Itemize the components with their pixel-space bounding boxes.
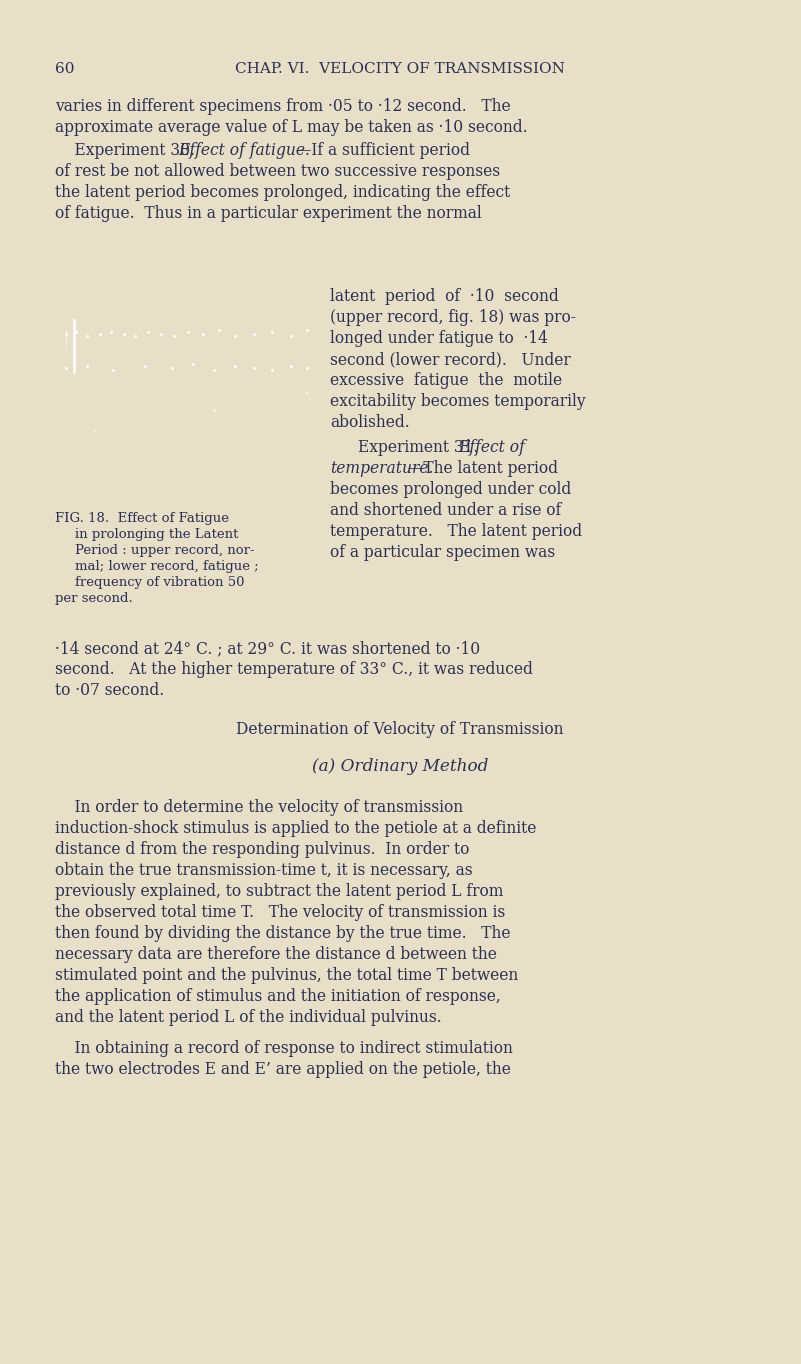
Text: (upper record, fig. 18) was pro-: (upper record, fig. 18) was pro- — [330, 310, 576, 326]
Text: varies in different specimens from ·05 to ·12 second.   The: varies in different specimens from ·05 t… — [55, 98, 510, 115]
Text: excessive  fatigue  the  motile: excessive fatigue the motile — [330, 372, 562, 389]
Text: distance d from the responding pulvinus.  In order to: distance d from the responding pulvinus.… — [55, 842, 469, 858]
Text: the observed total time T.   The velocity of transmission is: the observed total time T. The velocity … — [55, 904, 505, 921]
Text: latent  period  of  ·10  second: latent period of ·10 second — [330, 288, 559, 306]
Text: abolished.: abolished. — [330, 415, 410, 431]
Text: 60: 60 — [55, 61, 74, 76]
Text: CHAP. VI.  VELOCITY OF TRANSMISSION: CHAP. VI. VELOCITY OF TRANSMISSION — [235, 61, 565, 76]
Text: and shortened under a rise of: and shortened under a rise of — [330, 502, 562, 518]
Text: In obtaining a record of response to indirect stimulation: In obtaining a record of response to ind… — [55, 1039, 513, 1057]
Text: Period : upper record, nor-: Period : upper record, nor- — [75, 544, 255, 557]
Text: to ·07 second.: to ·07 second. — [55, 682, 164, 698]
Text: of rest be not allowed between two successive responses: of rest be not allowed between two succe… — [55, 164, 500, 180]
Text: temperature.   The latent period: temperature. The latent period — [330, 522, 582, 540]
Text: frequency of vibration 50: frequency of vibration 50 — [75, 576, 244, 589]
Text: the latent period becomes prolonged, indicating the effect: the latent period becomes prolonged, ind… — [55, 184, 510, 201]
Text: second (lower record).   Under: second (lower record). Under — [330, 351, 571, 368]
Text: longed under fatigue to  ·14: longed under fatigue to ·14 — [330, 330, 548, 346]
Text: obtain the true transmission-time t, it is necessary, as: obtain the true transmission-time t, it … — [55, 862, 473, 878]
Text: becomes prolonged under cold: becomes prolonged under cold — [330, 481, 571, 498]
Text: approximate average value of L may be taken as ·10 second.: approximate average value of L may be ta… — [55, 119, 528, 136]
Text: Experiment 30.: Experiment 30. — [55, 142, 205, 160]
Text: the two electrodes E and E’ are applied on the petiole, the: the two electrodes E and E’ are applied … — [55, 1061, 511, 1078]
Text: Determination of Velocity of Transmission: Determination of Velocity of Transmissio… — [236, 722, 564, 738]
Text: necessary data are therefore the distance d between the: necessary data are therefore the distanc… — [55, 947, 497, 963]
Text: previously explained, to subtract the latent period L from: previously explained, to subtract the la… — [55, 883, 503, 900]
Text: the application of stimulus and the initiation of response,: the application of stimulus and the init… — [55, 988, 501, 1005]
Text: —If a sufficient period: —If a sufficient period — [296, 142, 470, 160]
Text: FIG. 18.  Effect of Fatigue: FIG. 18. Effect of Fatigue — [55, 512, 229, 525]
Text: of a particular specimen was: of a particular specimen was — [330, 544, 555, 561]
Text: in prolonging the Latent: in prolonging the Latent — [75, 528, 239, 542]
Text: stimulated point and the pulvinus, the total time T between: stimulated point and the pulvinus, the t… — [55, 967, 518, 983]
Text: —The latent period: —The latent period — [408, 460, 558, 477]
Text: In order to determine the velocity of transmission: In order to determine the velocity of tr… — [55, 799, 463, 816]
Text: temperature.: temperature. — [330, 460, 433, 477]
Text: and the latent period L of the individual pulvinus.: and the latent period L of the individua… — [55, 1009, 441, 1026]
Text: (a) Ordinary Method: (a) Ordinary Method — [312, 758, 488, 775]
Text: Effect of: Effect of — [458, 439, 525, 456]
Text: Effect of fatigue.: Effect of fatigue. — [178, 142, 310, 160]
Text: per second.: per second. — [55, 592, 133, 606]
Text: mal; lower record, fatigue ;: mal; lower record, fatigue ; — [75, 561, 259, 573]
Text: induction-shock stimulus is applied to the petiole at a definite: induction-shock stimulus is applied to t… — [55, 820, 537, 837]
Text: excitability becomes temporarily: excitability becomes temporarily — [330, 393, 586, 411]
Text: second.   At the higher temperature of 33° C., it was reduced: second. At the higher temperature of 33°… — [55, 662, 533, 678]
Text: ·14 second at 24° C. ; at 29° C. it was shortened to ·10: ·14 second at 24° C. ; at 29° C. it was … — [55, 640, 480, 657]
Text: then found by dividing the distance by the true time.   The: then found by dividing the distance by t… — [55, 925, 510, 943]
Text: Experiment 31.: Experiment 31. — [358, 439, 488, 456]
Text: of fatigue.  Thus in a particular experiment the normal: of fatigue. Thus in a particular experim… — [55, 205, 481, 222]
